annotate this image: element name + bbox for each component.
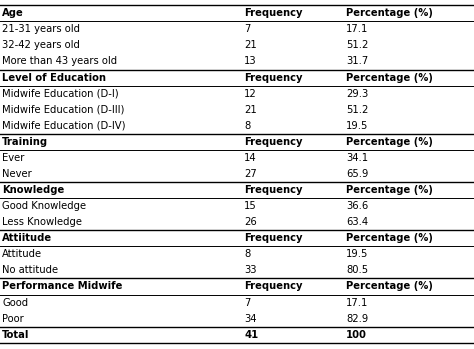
Text: 26: 26 (244, 217, 257, 227)
Text: 14: 14 (244, 153, 257, 163)
Text: Percentage (%): Percentage (%) (346, 137, 433, 147)
Text: 34: 34 (244, 314, 256, 324)
Text: Frequency: Frequency (244, 233, 302, 243)
Text: Knowledge: Knowledge (2, 185, 64, 195)
Text: 51.2: 51.2 (346, 105, 368, 115)
Text: Frequency: Frequency (244, 185, 302, 195)
Text: 8: 8 (244, 249, 250, 259)
Text: Training: Training (2, 137, 48, 147)
Text: 15: 15 (244, 201, 257, 211)
Text: 31.7: 31.7 (346, 57, 368, 66)
Text: Percentage (%): Percentage (%) (346, 185, 433, 195)
Text: More than 43 years old: More than 43 years old (2, 57, 118, 66)
Text: 21-31 years old: 21-31 years old (2, 24, 81, 34)
Text: Percentage (%): Percentage (%) (346, 233, 433, 243)
Text: Never: Never (2, 169, 32, 179)
Text: Good: Good (2, 298, 28, 307)
Text: No attitude: No attitude (2, 265, 58, 275)
Text: 34.1: 34.1 (346, 153, 368, 163)
Text: Percentage (%): Percentage (%) (346, 8, 433, 18)
Text: 36.6: 36.6 (346, 201, 368, 211)
Text: 17.1: 17.1 (346, 24, 368, 34)
Text: 41: 41 (244, 330, 258, 340)
Text: Good Knowledge: Good Knowledge (2, 201, 86, 211)
Text: Percentage (%): Percentage (%) (346, 73, 433, 83)
Text: 8: 8 (244, 121, 250, 131)
Text: 21: 21 (244, 40, 257, 50)
Text: 100: 100 (346, 330, 367, 340)
Text: Poor: Poor (2, 314, 24, 324)
Text: Performance Midwife: Performance Midwife (2, 282, 123, 291)
Text: Ever: Ever (2, 153, 25, 163)
Text: 82.9: 82.9 (346, 314, 368, 324)
Text: Midwife Education (D-I): Midwife Education (D-I) (2, 89, 119, 99)
Text: Age: Age (2, 8, 24, 18)
Text: Level of Education: Level of Education (2, 73, 106, 83)
Text: Midwife Education (D-III): Midwife Education (D-III) (2, 105, 125, 115)
Text: Total: Total (2, 330, 30, 340)
Text: 19.5: 19.5 (346, 249, 368, 259)
Text: Frequency: Frequency (244, 8, 302, 18)
Text: 7: 7 (244, 24, 250, 34)
Text: 12: 12 (244, 89, 257, 99)
Text: 7: 7 (244, 298, 250, 307)
Text: 17.1: 17.1 (346, 298, 368, 307)
Text: 32-42 years old: 32-42 years old (2, 40, 80, 50)
Text: Frequency: Frequency (244, 73, 302, 83)
Text: 13: 13 (244, 57, 257, 66)
Text: 33: 33 (244, 265, 256, 275)
Text: 65.9: 65.9 (346, 169, 368, 179)
Text: Attitude: Attitude (2, 249, 43, 259)
Text: 29.3: 29.3 (346, 89, 368, 99)
Text: Midwife Education (D-IV): Midwife Education (D-IV) (2, 121, 126, 131)
Text: 21: 21 (244, 105, 257, 115)
Text: 63.4: 63.4 (346, 217, 368, 227)
Text: Less Knowledge: Less Knowledge (2, 217, 82, 227)
Text: 27: 27 (244, 169, 257, 179)
Text: Percentage (%): Percentage (%) (346, 282, 433, 291)
Text: Frequency: Frequency (244, 137, 302, 147)
Text: Frequency: Frequency (244, 282, 302, 291)
Text: 80.5: 80.5 (346, 265, 368, 275)
Text: Attiitude: Attiitude (2, 233, 53, 243)
Text: 51.2: 51.2 (346, 40, 368, 50)
Text: 19.5: 19.5 (346, 121, 368, 131)
